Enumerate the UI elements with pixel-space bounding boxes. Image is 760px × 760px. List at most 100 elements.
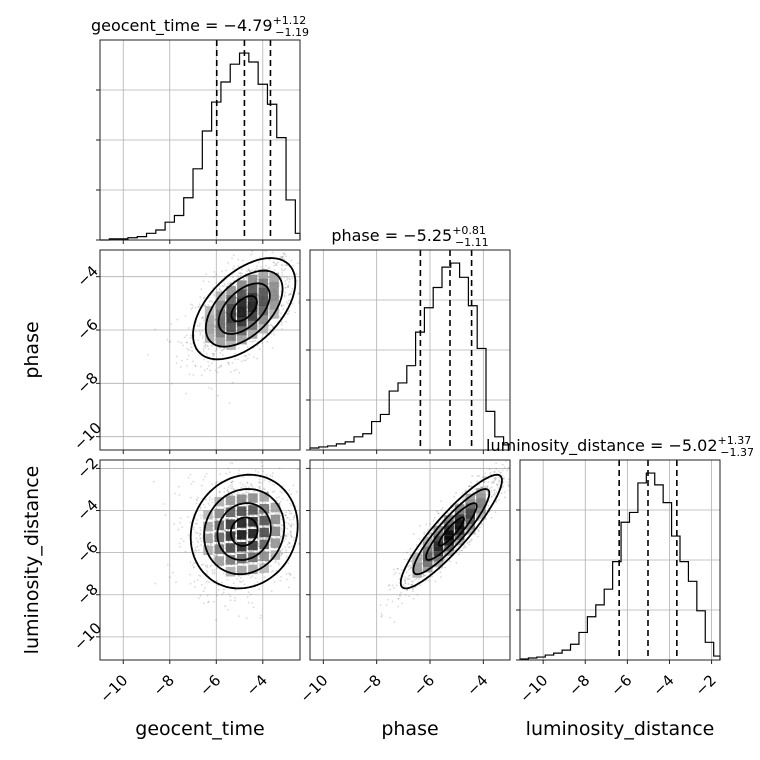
sample-point [411,590,414,593]
x-tick-label: −4 [243,671,271,699]
sample-point [502,477,505,480]
x-axis-label-phase: phase [381,718,438,740]
sample-point [258,481,261,483]
sample-point [288,277,291,280]
sample-point [293,516,296,519]
sample-point [269,544,271,546]
sample-point [173,523,176,526]
sample-point [199,538,202,540]
sample-point [420,543,423,545]
sample-point [487,481,490,483]
sample-point [180,341,182,344]
density-shading [204,269,279,350]
sample-point [227,361,229,364]
density-cell [226,285,236,296]
density-cell [247,311,258,321]
sample-point [251,515,253,517]
sample-point [479,486,482,489]
sample-point [208,300,211,303]
sample-point [246,270,248,273]
sample-point [196,579,199,581]
sample-point [305,262,307,264]
sample-point [303,284,305,286]
sample-point [194,523,197,525]
sample-point [288,293,291,296]
sample-point [212,550,215,552]
sample-point [434,580,437,583]
sample-point [279,490,282,493]
sample-point [278,524,281,527]
density-shading [412,488,486,578]
sample-point [503,491,506,494]
sample-point [246,562,249,564]
title-minus: −1.11 [455,236,489,249]
sample-point [237,358,239,361]
sample-point [243,277,245,280]
sample-point [186,358,189,361]
sample-point [276,499,279,502]
sample-point [238,580,241,583]
sample-point [404,582,407,585]
sample-point [197,496,200,499]
sample-point [291,277,294,280]
sample-point [249,527,252,529]
sample-point [224,605,226,607]
sample-point [275,262,278,265]
sample-point [319,277,321,279]
density-cell [476,503,486,514]
sample-point [281,321,283,324]
sample-point [232,582,235,585]
sample-point [267,550,270,552]
sample-point [280,518,283,521]
sample-point [239,272,242,275]
sample-point [380,612,383,615]
sample-point [236,516,239,518]
sample-point [226,528,229,531]
title-minus: −1.19 [275,26,309,39]
density-cell [476,493,486,503]
sample-point [235,314,238,317]
sample-point [300,527,302,529]
title-value: luminosity_distance = −5.02 [486,436,717,456]
sample-point [224,292,227,295]
sample-point [403,578,406,581]
sample-point [272,472,274,475]
sample-point [486,486,489,489]
density-cell [237,307,247,318]
sample-point [178,493,181,496]
sample-point [410,567,413,569]
sample-point [281,485,284,487]
sample-point [286,499,289,502]
sample-point [277,512,280,515]
sample-point [231,486,234,488]
sample-point [249,270,252,272]
sample-point [258,588,260,591]
sample-point [486,490,489,493]
sample-point [407,583,410,585]
sample-point [481,523,483,526]
sample-point [219,542,222,545]
sample-point [231,493,234,496]
sample-point [237,551,240,554]
sample-point [281,273,284,276]
sample-point [421,569,424,571]
sample-point [210,564,213,567]
sample-point [280,575,283,578]
sample-point [240,360,243,363]
sample-point [290,524,293,527]
sample-point [488,468,491,471]
sample-point [252,356,255,359]
contour-line [230,295,258,323]
sample-point [281,530,284,533]
sample-point [288,518,291,521]
sample-point [506,469,509,472]
sample-point [290,293,293,295]
sample-point [516,469,518,471]
sample-point [302,537,304,539]
sample-point [166,338,169,341]
sample-point [290,523,293,525]
density-cell [259,551,269,562]
sample-point [216,579,219,582]
sample-point [296,243,298,245]
sample-point [213,293,215,296]
